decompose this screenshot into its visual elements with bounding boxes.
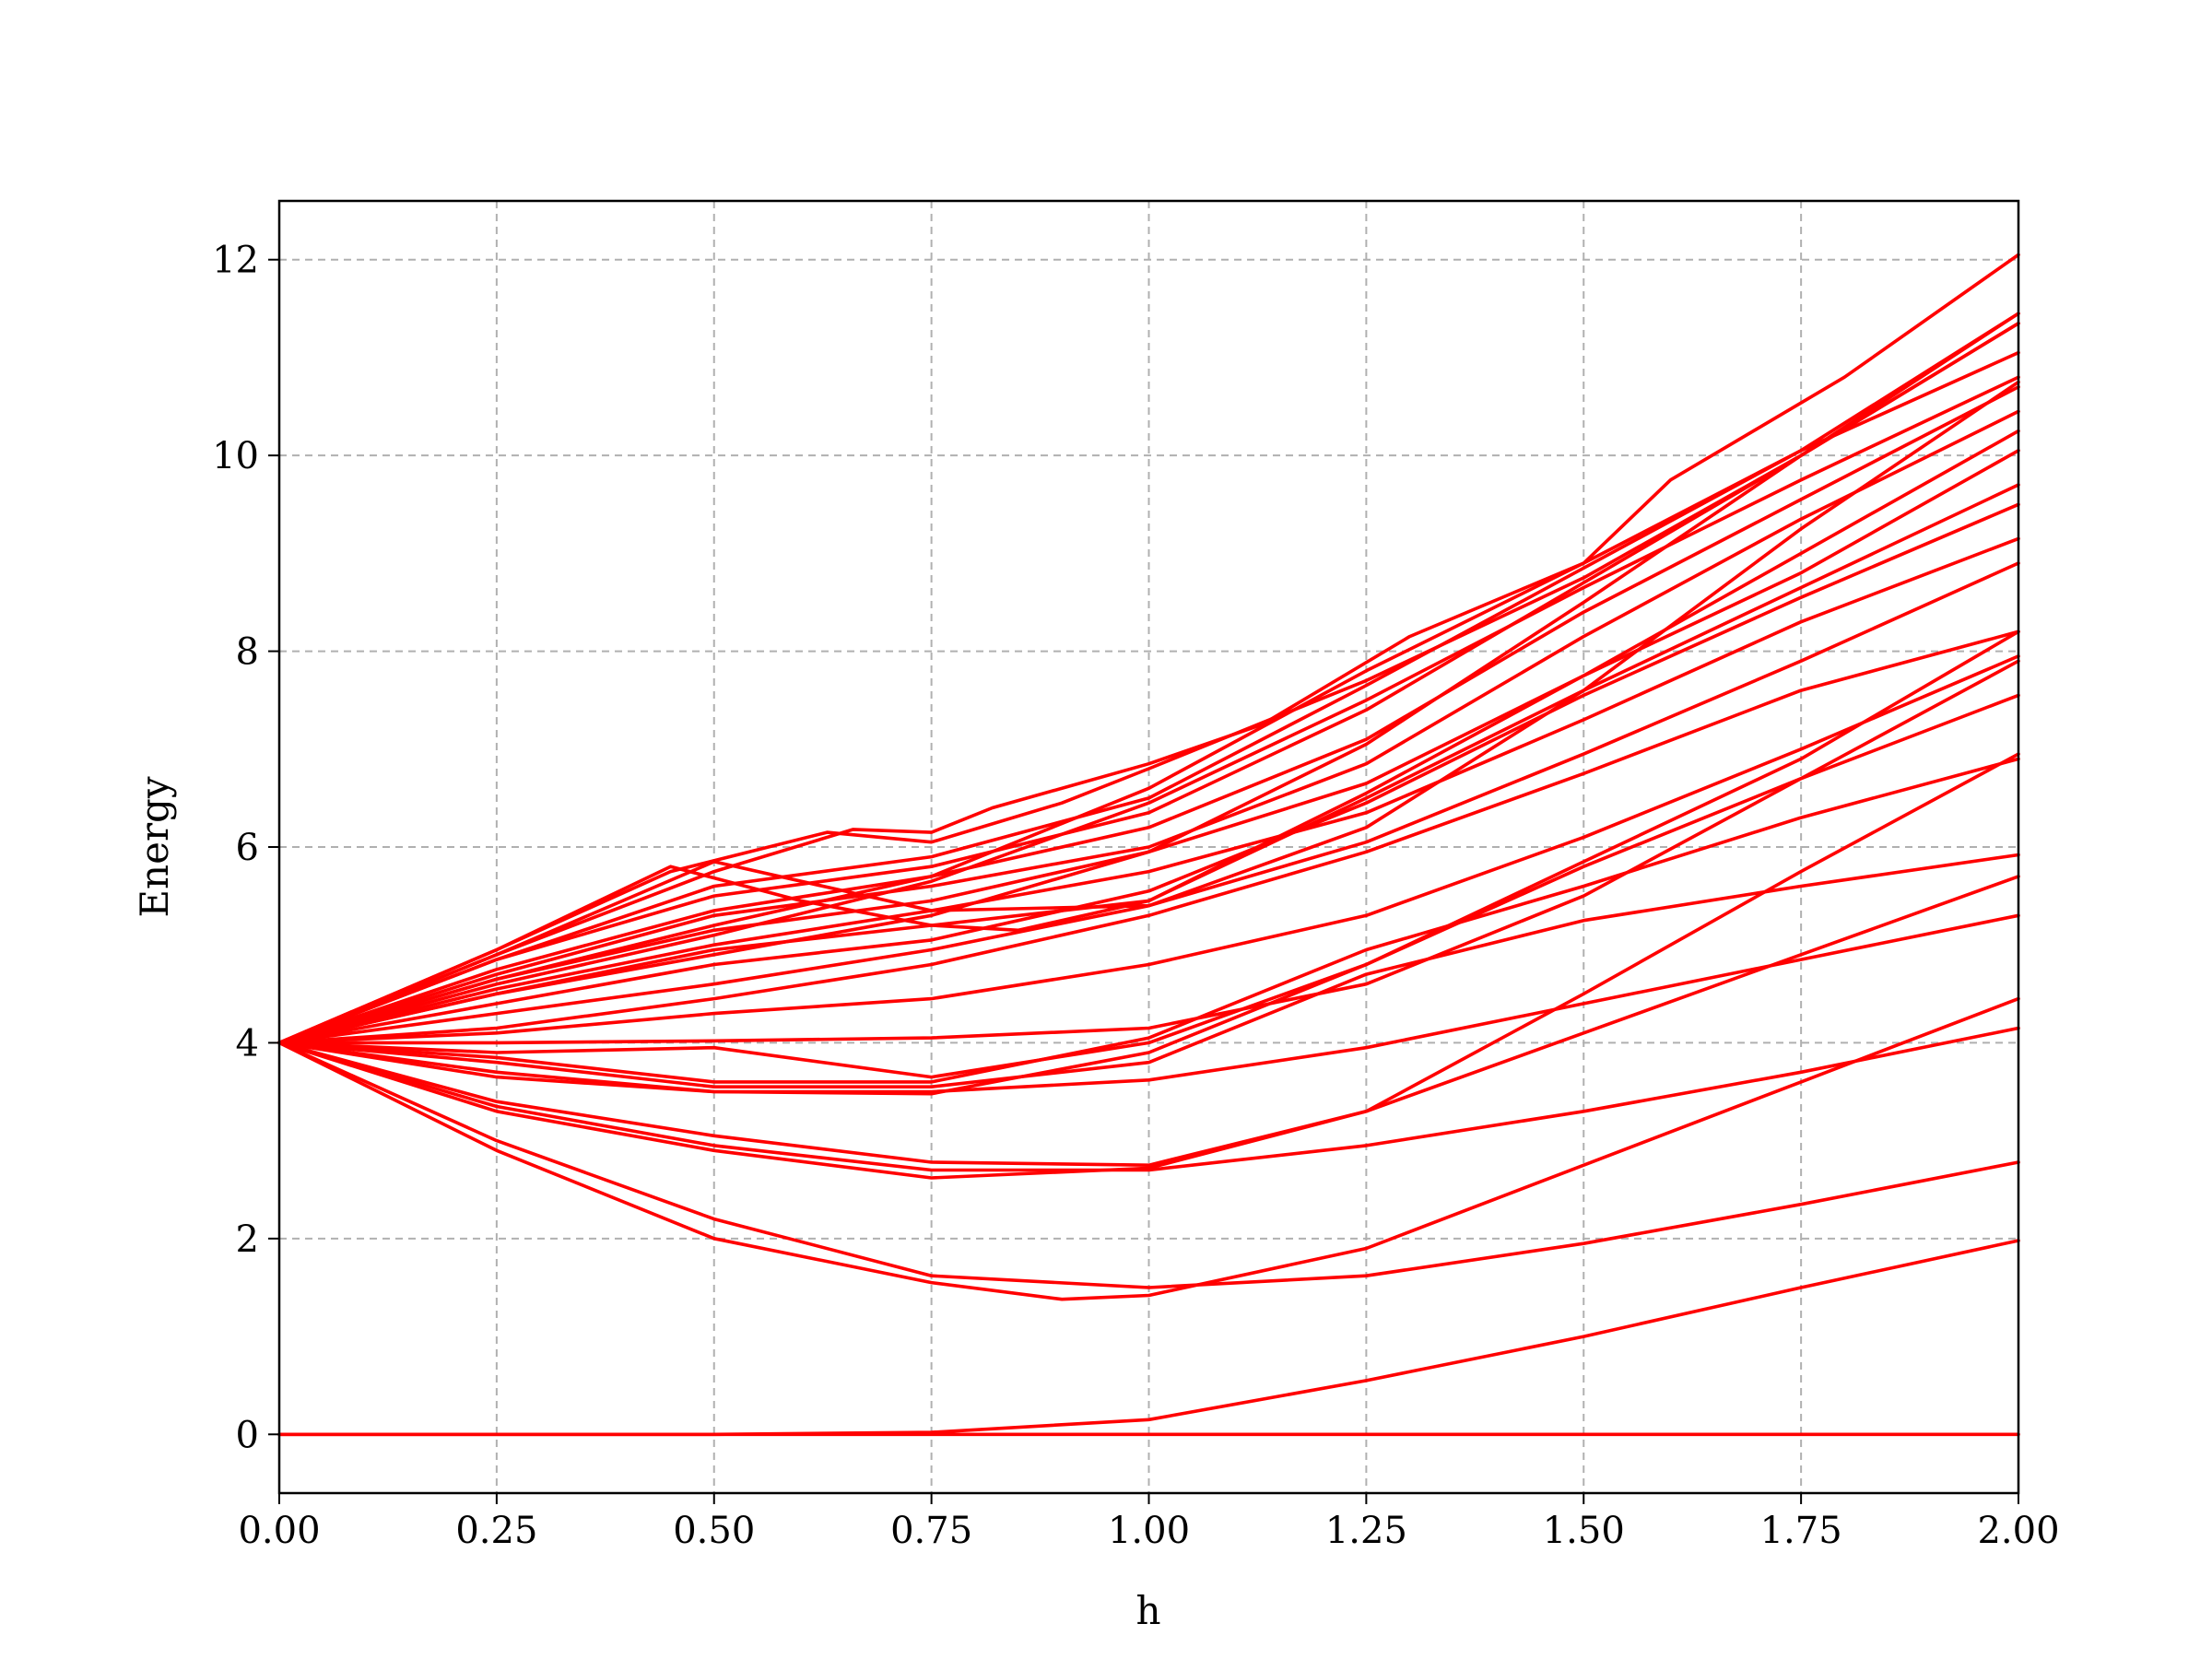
series-line-27	[277, 312, 2020, 1045]
y-tick-label: 0	[236, 1414, 259, 1456]
series-line-3	[277, 996, 2020, 1301]
x-tick-label: 0.50	[673, 1510, 755, 1552]
series-line-15	[277, 629, 2020, 1045]
series-line-29	[277, 312, 2020, 1045]
series-line-22	[277, 385, 2020, 1045]
series-line-5	[277, 875, 2020, 1180]
y-tick-label: 10	[212, 435, 259, 477]
series-line-30	[277, 322, 2020, 1045]
series-line-10	[277, 853, 2020, 1088]
series-line-4	[277, 1041, 2020, 1289]
x-tick-label: 1.50	[1543, 1510, 1625, 1552]
y-tick-label: 8	[236, 631, 259, 674]
y-tick-label: 12	[212, 240, 259, 282]
x-tick-label: 1.75	[1760, 1510, 1842, 1552]
series-layer	[277, 253, 2020, 1437]
series-line-26	[277, 380, 2020, 1045]
series-line-31	[277, 375, 2020, 1045]
series-line-8	[277, 913, 2020, 1094]
y-tick-label: 2	[236, 1218, 259, 1261]
y-tick-label: 6	[236, 827, 259, 869]
x-tick-label: 0.75	[890, 1510, 972, 1552]
plot-frame	[277, 199, 2020, 1495]
x-tick-label: 2.00	[1977, 1510, 2059, 1552]
series-line-12	[277, 693, 2020, 1079]
series-line-9	[277, 629, 2020, 1096]
series-line-13	[277, 659, 2020, 1045]
y-tick-label: 4	[236, 1022, 259, 1065]
series-line-21	[277, 409, 2020, 1045]
series-line-19	[277, 536, 2020, 1045]
x-tick-label: 1.00	[1108, 1510, 1190, 1552]
series-line-2	[277, 1239, 2020, 1437]
x-tick-label: 0.00	[238, 1510, 320, 1552]
series-line-17	[277, 502, 2020, 1045]
x-tick-label: 1.25	[1325, 1510, 1407, 1552]
x-tick-label: 0.25	[455, 1510, 537, 1552]
series-line-28	[277, 253, 2020, 1045]
series-line-7	[277, 752, 2020, 1167]
series-line-11	[277, 757, 2020, 1084]
series-line-14	[277, 654, 2020, 1045]
y-axis-label: Energy	[132, 776, 177, 918]
axis-ticks: 0.00 0.25 0.50 0.75 1.00 1.25 1.50 1.75 2.00 0 2 4 6…	[212, 240, 2059, 1552]
x-axis-label: h	[1135, 1588, 1160, 1633]
series-line-6	[277, 1026, 2020, 1172]
